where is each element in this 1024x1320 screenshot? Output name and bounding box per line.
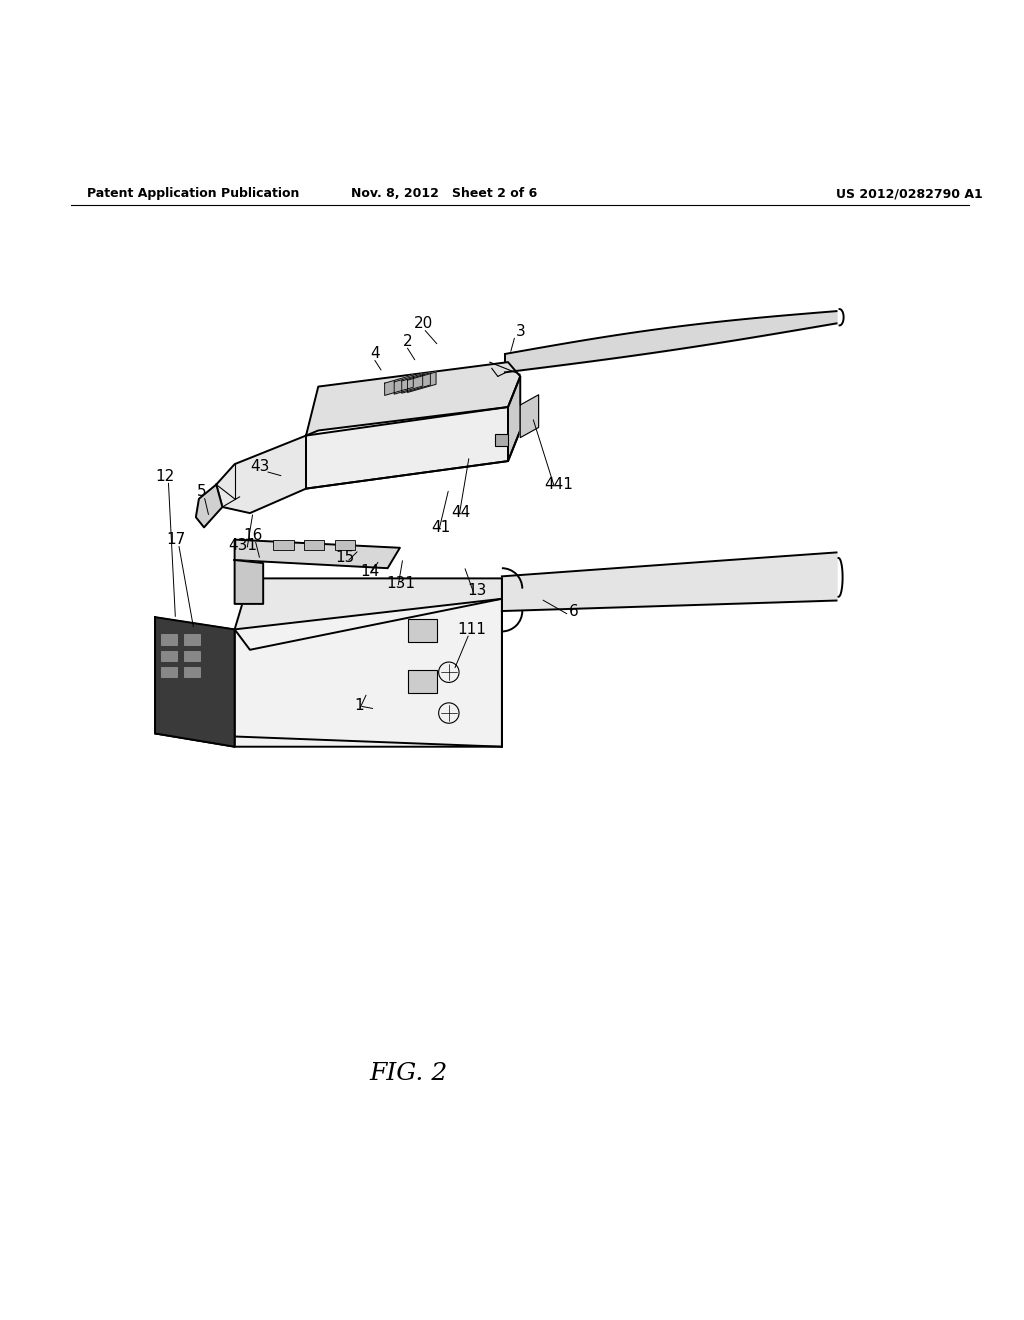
Text: 431: 431 [228, 539, 257, 553]
Bar [273, 540, 294, 550]
Polygon shape [234, 560, 263, 603]
Text: 6: 6 [568, 603, 579, 619]
Polygon shape [408, 372, 436, 392]
Text: 43: 43 [251, 458, 269, 474]
Bar [183, 667, 200, 677]
Polygon shape [234, 540, 400, 568]
Polygon shape [234, 599, 502, 747]
Text: 131: 131 [386, 576, 416, 591]
Polygon shape [385, 375, 414, 396]
Bar [161, 635, 177, 644]
Text: 3: 3 [515, 323, 525, 339]
Polygon shape [216, 436, 306, 513]
Text: 12: 12 [156, 469, 175, 484]
Polygon shape [234, 578, 502, 649]
FancyBboxPatch shape [495, 433, 508, 446]
Text: FIG. 2: FIG. 2 [369, 1061, 447, 1085]
Text: Nov. 8, 2012   Sheet 2 of 6: Nov. 8, 2012 Sheet 2 of 6 [350, 187, 537, 201]
Polygon shape [508, 376, 520, 461]
Text: 13: 13 [468, 583, 487, 598]
Polygon shape [196, 484, 222, 528]
Text: 111: 111 [457, 622, 485, 636]
Text: 16: 16 [244, 528, 263, 543]
Text: 4: 4 [371, 346, 380, 362]
FancyBboxPatch shape [408, 619, 436, 642]
Polygon shape [401, 372, 430, 393]
Text: 14: 14 [360, 564, 380, 578]
Bar [304, 540, 325, 550]
Bar [161, 667, 177, 677]
Polygon shape [155, 618, 234, 747]
Text: 15: 15 [335, 550, 354, 565]
Text: Patent Application Publication: Patent Application Publication [87, 187, 299, 201]
FancyBboxPatch shape [408, 671, 436, 693]
Polygon shape [394, 374, 423, 395]
Text: 44: 44 [452, 504, 471, 520]
Bar [183, 651, 200, 661]
Bar [335, 540, 355, 550]
Bar [183, 635, 200, 644]
Text: US 2012/0282790 A1: US 2012/0282790 A1 [837, 187, 983, 201]
Polygon shape [520, 395, 539, 438]
Text: 1: 1 [354, 698, 364, 713]
Text: 2: 2 [403, 334, 413, 350]
Text: 5: 5 [198, 484, 207, 499]
Text: 20: 20 [414, 315, 433, 331]
Text: 41: 41 [431, 520, 451, 535]
Polygon shape [306, 407, 508, 488]
Text: 17: 17 [166, 532, 185, 546]
Polygon shape [306, 362, 520, 436]
Bar [161, 651, 177, 661]
Text: 441: 441 [545, 477, 573, 492]
